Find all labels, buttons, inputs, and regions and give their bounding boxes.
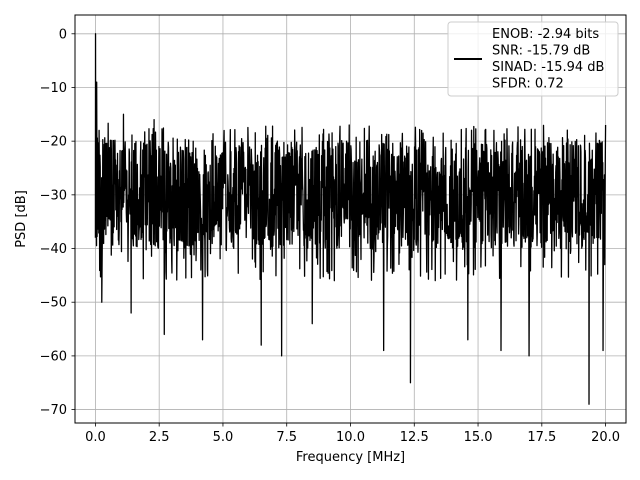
y-tick-label: −30 [40, 188, 67, 203]
x-axis-label: Frequency [MHz] [296, 450, 405, 465]
legend: ENOB: -2.94 bits SNR: -15.79 dB SINAD: -… [447, 21, 619, 97]
psd-series-line [94, 33, 607, 405]
y-tick-label: 0 [59, 27, 67, 42]
legend-box [447, 21, 619, 97]
legend-sfdr: SFDR: 0.72 [492, 77, 564, 92]
y-tick-label: −70 [40, 403, 67, 418]
x-tick-label: 15.0 [464, 430, 493, 445]
x-tick-label: 20.0 [591, 430, 620, 445]
x-tick-label: 5.0 [213, 430, 234, 445]
y-tick-label: −50 [40, 296, 67, 311]
y-tick-label: −40 [40, 242, 67, 257]
legend-enob: ENOB: -2.94 bits [492, 27, 599, 42]
x-tick-label: 7.5 [276, 430, 297, 445]
ticks: 0.0 2.5 5.0 7.5 10.0 12.5 15.0 17.5 20.0 0 −10 −20 −… [40, 27, 621, 445]
x-tick-label: 12.5 [400, 430, 429, 445]
y-axis-label: PSD [dB] [14, 190, 29, 248]
data-layer [94, 33, 607, 405]
x-tick-label: 2.5 [149, 430, 170, 445]
y-tick-label: −10 [40, 81, 67, 96]
legend-snr: SNR: -15.79 dB [492, 44, 590, 59]
y-tick-label: −60 [40, 349, 67, 364]
x-tick-label: 0.0 [85, 430, 106, 445]
y-tick-label: −20 [40, 135, 67, 150]
legend-sinad: SINAD: -15.94 dB [492, 60, 604, 75]
x-tick-label: 17.5 [527, 430, 556, 445]
x-tick-label: 10.0 [336, 430, 365, 445]
